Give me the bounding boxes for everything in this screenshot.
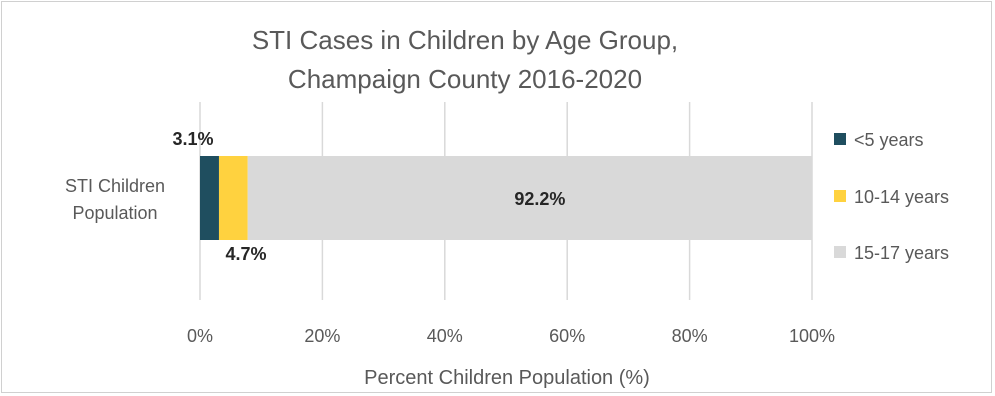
category-label-line-1: STI Children — [65, 176, 165, 196]
x-tick-label-1: 20% — [304, 326, 340, 346]
legend-swatch-10-14 — [834, 190, 846, 202]
x-tick-label-2: 40% — [427, 326, 463, 346]
bar-segment-1 — [218, 156, 248, 240]
x-tick-label-4: 80% — [672, 326, 708, 346]
legend-label-15-17: 15-17 years — [854, 243, 949, 263]
data-labels: 3.1% 4.7% 92.2% — [172, 129, 565, 264]
chart-title-line-1: STI Cases in Children by Age Group, — [252, 25, 678, 55]
bar-segment-2 — [247, 156, 813, 240]
bar-segment-0 — [200, 156, 219, 240]
legend-swatch-under-5 — [834, 133, 846, 145]
x-axis-title: Percent Children Population (%) — [364, 367, 650, 389]
data-label-2: 92.2% — [514, 189, 565, 209]
bars — [200, 156, 813, 240]
chart-title-line-2: Champaign County 2016-2020 — [288, 64, 642, 94]
x-tick-labels: 0% 20% 40% 60% 80% 100% — [187, 326, 835, 346]
x-tick-label-3: 60% — [549, 326, 585, 346]
legend: <5 years 10-14 years 15-17 years — [834, 130, 949, 263]
legend-label-under-5: <5 years — [854, 130, 924, 150]
data-label-0: 3.1% — [172, 129, 213, 149]
legend-label-10-14: 10-14 years — [854, 187, 949, 207]
legend-swatch-15-17 — [834, 246, 846, 258]
data-label-1: 4.7% — [225, 244, 266, 264]
x-tick-label-5: 100% — [789, 326, 835, 346]
x-tick-label-0: 0% — [187, 326, 213, 346]
category-label-line-2: Population — [72, 203, 157, 223]
